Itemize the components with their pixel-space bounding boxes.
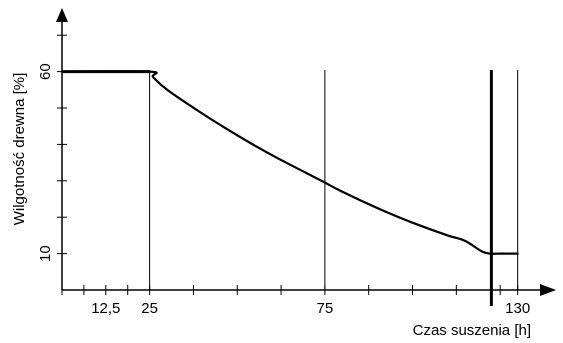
x-axis-title: Czas suszenia [h] <box>413 322 531 339</box>
axes <box>56 8 556 296</box>
data-point <box>148 70 151 73</box>
data-point <box>516 252 519 255</box>
data-point <box>61 70 63 73</box>
x-tick-label: 12,5 <box>91 300 120 317</box>
data-point <box>166 89 168 91</box>
data-point <box>341 190 344 193</box>
x-tick-label: 130 <box>505 300 530 317</box>
data-point <box>376 207 379 209</box>
y-tick-label: 10 <box>37 245 54 262</box>
data-point <box>446 234 449 237</box>
y-axis-title: Wilgotność drewna [%] <box>11 73 28 226</box>
data-point <box>464 240 466 242</box>
data-point <box>411 221 414 224</box>
axis-ticks <box>57 34 519 295</box>
data-point <box>481 250 484 253</box>
y-axis-arrow <box>56 8 68 22</box>
series-line-0 <box>60 70 519 255</box>
data-point <box>499 252 501 255</box>
data-point <box>271 154 274 157</box>
data-point <box>306 172 309 175</box>
series-layer <box>60 70 519 255</box>
data-point <box>324 181 326 184</box>
y-tick-label: 60 <box>37 63 54 80</box>
x-tick-label: 25 <box>141 300 158 317</box>
x-tick-label: 75 <box>317 300 334 317</box>
data-point <box>490 252 493 255</box>
x-axis-arrow <box>540 284 556 296</box>
data-point <box>152 76 154 78</box>
tick-labels: 12,5 25 75 130 10 60 <box>37 63 530 317</box>
data-point <box>236 134 239 137</box>
data-point <box>201 112 204 115</box>
